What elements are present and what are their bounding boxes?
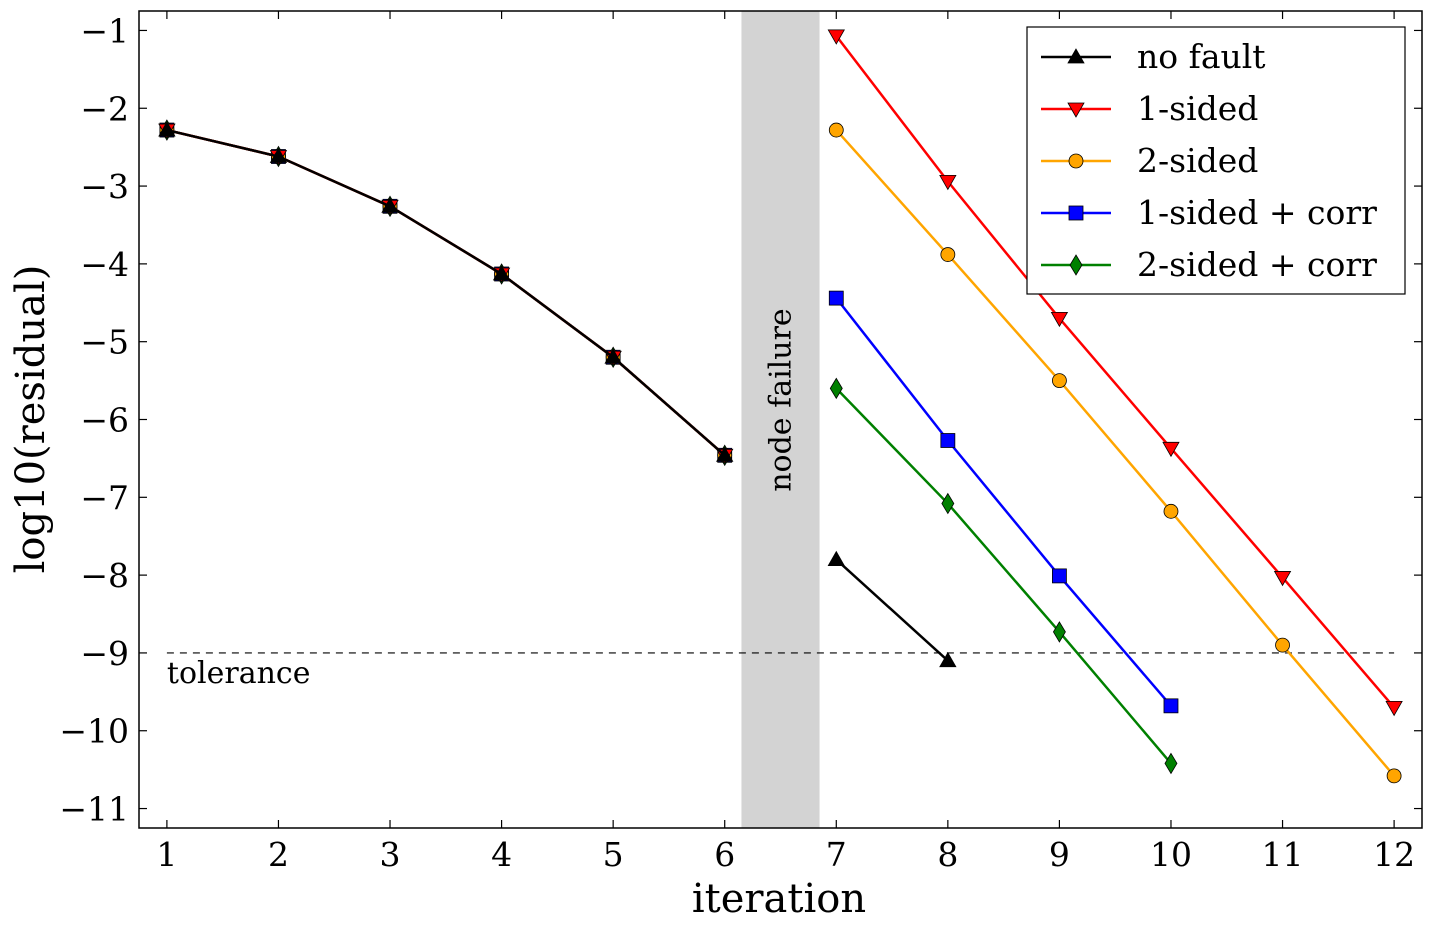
data-point-3-9 xyxy=(1163,698,1179,714)
data-point-2-7 xyxy=(940,247,956,262)
data-point-0-0 xyxy=(158,121,176,137)
data-point-2-11 xyxy=(1386,768,1402,784)
legend-marker-2 xyxy=(1068,153,1084,169)
data-point-1-9 xyxy=(1162,441,1180,458)
series-line-2-0 xyxy=(166,128,726,457)
series-line-1-0 xyxy=(166,128,726,457)
series-line-2-1 xyxy=(835,129,1396,777)
axes-layer: 1 2 3 4 5 6 7 8 9 10 11 12−1−2−3−4−5−6−7−8−9−10−11 xyxy=(59,10,1423,874)
data-point-0-5 xyxy=(716,446,734,462)
y-tick-label: −5 xyxy=(80,323,129,362)
series-line-3-1 xyxy=(835,297,1172,707)
y-tick-label: −8 xyxy=(80,556,129,595)
series-line-1-1 xyxy=(835,35,1396,709)
data-point-0-3 xyxy=(492,265,511,281)
legend: no fault 1-sided 2-sided 1-sided + corr 2-si… xyxy=(1026,26,1406,295)
data-point-2-9 xyxy=(1163,503,1179,519)
y-tick-label: −4 xyxy=(80,245,129,284)
series-line-0-0 xyxy=(166,128,726,457)
data-point-1-11 xyxy=(1385,700,1403,717)
legend-marker-4 xyxy=(1069,254,1083,276)
failure-band-label: node failure xyxy=(764,308,799,491)
data-point-0-1 xyxy=(269,147,288,163)
series-0 xyxy=(158,121,957,668)
data-point-3-7 xyxy=(940,433,956,448)
data-point-3-8 xyxy=(1052,568,1067,584)
x-tick-label: 1 xyxy=(156,835,177,874)
failure-band xyxy=(741,11,820,828)
series-layer xyxy=(158,29,1403,784)
data-point-0-6 xyxy=(827,550,845,566)
data-point-4-7 xyxy=(941,492,955,515)
x-tick-label: 3 xyxy=(380,835,401,874)
series-line-4-1 xyxy=(835,387,1172,765)
data-point-1-6 xyxy=(827,29,845,45)
y-tick-label: −1 xyxy=(80,11,129,50)
x-tick-label: 5 xyxy=(603,835,624,874)
data-point-1-7 xyxy=(939,175,957,191)
tolerance-label: tolerance xyxy=(167,656,311,691)
y-tick-label: −2 xyxy=(80,89,129,128)
x-tick-label: 8 xyxy=(937,835,958,874)
data-point-2-6 xyxy=(828,122,844,138)
data-point-2-8 xyxy=(1052,373,1067,388)
legend-marker-3 xyxy=(1068,205,1084,221)
legend-label-4: 2-sided + corr xyxy=(1137,245,1377,284)
failure-band-layer: node failure xyxy=(741,11,820,828)
legend-marker-1 xyxy=(1067,102,1085,118)
data-point-4-6 xyxy=(829,377,843,400)
legend-label-0: no fault xyxy=(1137,37,1266,76)
data-point-3-6 xyxy=(828,290,844,306)
y-tick-label: −10 xyxy=(59,712,129,751)
x-tick-label: 6 xyxy=(714,835,735,874)
series-3 xyxy=(159,122,1179,714)
y-tick-label: −9 xyxy=(80,634,129,673)
data-point-0-4 xyxy=(604,348,622,364)
y-tick-label: −6 xyxy=(80,401,129,440)
legend-label-2: 2-sided xyxy=(1137,141,1258,180)
series-line-4-0 xyxy=(166,128,726,457)
x-tick-label: 7 xyxy=(826,835,847,874)
y-tick-label: −7 xyxy=(80,478,129,517)
series-4 xyxy=(160,119,1178,775)
y-tick-label: −3 xyxy=(80,167,129,206)
y-tick-label: −11 xyxy=(59,790,129,829)
x-tick-label: 9 xyxy=(1049,835,1070,874)
data-point-4-9 xyxy=(1164,752,1178,775)
data-point-2-10 xyxy=(1275,637,1290,653)
x-tick-label: 10 xyxy=(1150,835,1192,874)
x-tick-label: 2 xyxy=(268,835,289,874)
x-tick-label: 4 xyxy=(491,835,512,874)
legend-marker-0 xyxy=(1067,48,1085,64)
legend-label-1: 1-sided xyxy=(1137,89,1258,128)
legend-label-3: 1-sided + corr xyxy=(1137,193,1377,232)
data-point-0-2 xyxy=(381,197,399,213)
x-axis-label: iteration xyxy=(692,876,866,922)
data-point-1-8 xyxy=(1050,311,1069,328)
x-tick-label: 11 xyxy=(1262,835,1304,874)
series-line-3-0 xyxy=(166,128,726,457)
series-line-0-1 xyxy=(835,558,949,662)
y-axis-label: log10(residual) xyxy=(8,265,54,574)
data-point-4-8 xyxy=(1052,621,1066,643)
x-tick-label: 12 xyxy=(1373,835,1415,874)
tolerance-layer: tolerance xyxy=(166,652,1395,691)
data-point-1-10 xyxy=(1273,571,1292,587)
data-point-0-7 xyxy=(939,651,957,668)
